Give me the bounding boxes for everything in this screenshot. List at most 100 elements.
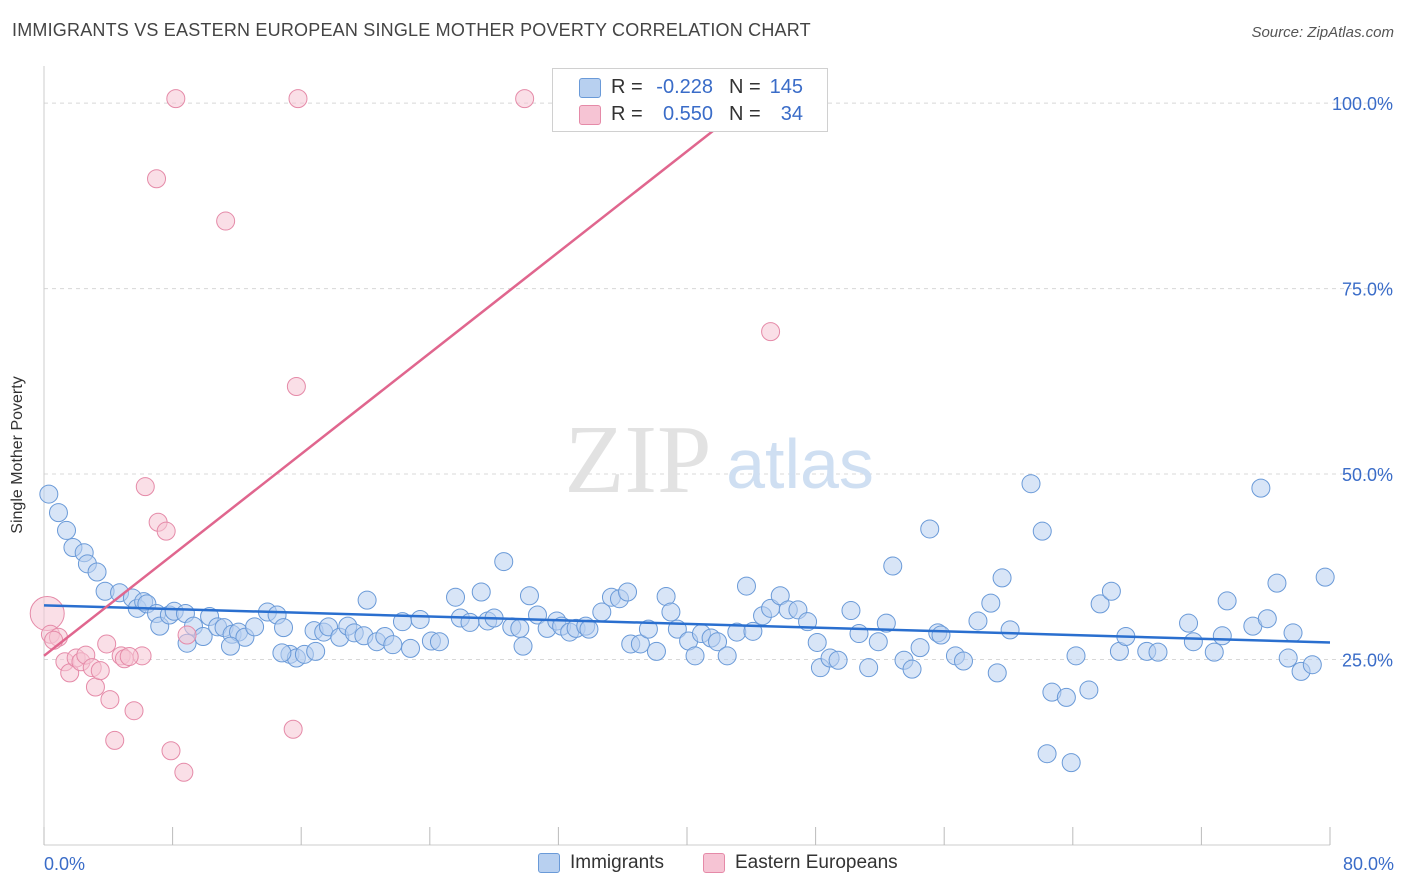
watermark: ZIP atlas (565, 406, 874, 514)
point-immigrants (1079, 680, 1099, 700)
point-eastern-europeans (286, 377, 306, 397)
point-immigrants (48, 503, 68, 523)
legend-n-value: 34 (780, 102, 803, 125)
point-immigrants (1032, 521, 1052, 541)
series-immigrants-points (39, 474, 1335, 773)
point-immigrants (717, 646, 737, 666)
point-immigrants (274, 618, 294, 638)
legend-swatch-eastern-europeans (579, 105, 601, 125)
point-immigrants (306, 641, 326, 661)
grid-lines (44, 102, 1394, 661)
point-immigrants (471, 582, 491, 602)
point-eastern-europeans (166, 89, 186, 109)
point-immigrants (968, 611, 988, 631)
point-immigrants (1278, 648, 1298, 668)
point-immigrants (1090, 594, 1110, 614)
point-immigrants (510, 618, 530, 638)
series-eastern-europeans-points (29, 89, 781, 782)
point-eastern-europeans (283, 719, 303, 739)
point-immigrants (987, 663, 1007, 683)
point-eastern-europeans (161, 741, 181, 761)
point-eastern-europeans (177, 625, 197, 645)
y-tick-label: 100.0% (1332, 94, 1393, 114)
point-immigrants (1183, 632, 1203, 652)
point-immigrants (1217, 591, 1237, 611)
legend-r-label: R = (611, 75, 643, 98)
point-immigrants (849, 624, 869, 644)
legend-n-label: N = (729, 102, 761, 125)
point-immigrants (410, 609, 430, 629)
y-axis-label: Single Mother Poverty (9, 376, 26, 534)
point-immigrants (513, 636, 533, 656)
point-immigrants (1101, 581, 1121, 601)
legend-n-label: N = (729, 75, 761, 98)
legend-r-label: R = (611, 102, 643, 125)
bottom-legend-eastern-europeans: Eastern Europeans (703, 852, 898, 874)
point-immigrants (736, 576, 756, 596)
point-immigrants (1283, 623, 1303, 643)
legend-row-immigrants: R = -0.228 N = 145 (553, 74, 827, 100)
point-immigrants (1251, 478, 1271, 498)
point-immigrants (401, 638, 421, 658)
bottom-legend-swatch-immigrants (538, 853, 560, 873)
point-immigrants (383, 635, 403, 655)
x-tick-label-max: 80.0% (1343, 854, 1394, 874)
point-immigrants (87, 562, 107, 582)
point-immigrants (1257, 609, 1277, 629)
point-immigrants (708, 632, 728, 652)
point-immigrants (661, 602, 681, 622)
trend-line-immigrants (43, 604, 1331, 644)
y-tick-label: 75.0% (1342, 280, 1393, 300)
point-eastern-europeans (100, 690, 120, 710)
point-eastern-europeans (119, 647, 139, 667)
point-immigrants (1302, 655, 1322, 675)
bottom-legend-swatch-eastern-europeans (703, 853, 725, 873)
legend-row-eastern-europeans: R = 0.550 N = 34 (553, 101, 827, 127)
point-immigrants (579, 619, 599, 639)
watermark-zip: ZIP (565, 406, 712, 514)
point-immigrants (1179, 613, 1199, 633)
point-immigrants (1204, 642, 1224, 662)
point-immigrants (1267, 573, 1287, 593)
bottom-legend-label-immigrants: Immigrants (570, 852, 664, 873)
point-immigrants (245, 617, 265, 637)
point-immigrants (460, 612, 480, 632)
point-immigrants (920, 519, 940, 539)
point-eastern-europeans (288, 89, 308, 109)
point-immigrants (1212, 626, 1232, 646)
point-immigrants (429, 632, 449, 652)
bottom-legend-label-eastern-europeans: Eastern Europeans (735, 852, 898, 873)
point-eastern-europeans (156, 521, 176, 541)
point-eastern-europeans (135, 477, 155, 497)
y-tick-label: 25.0% (1342, 651, 1393, 671)
axes (43, 66, 1331, 846)
point-immigrants (1056, 687, 1076, 707)
point-immigrants (494, 552, 514, 572)
point-eastern-europeans (97, 634, 117, 654)
point-eastern-europeans (124, 701, 144, 721)
point-immigrants (630, 634, 650, 654)
point-immigrants (1148, 642, 1168, 662)
point-immigrants (272, 643, 292, 663)
point-immigrants (357, 590, 377, 610)
chart-title: IMMIGRANTS VS EASTERN EUROPEAN SINGLE MO… (12, 20, 811, 40)
legend-r-value: -0.228 (656, 75, 713, 98)
point-immigrants (618, 582, 638, 602)
point-immigrants (992, 568, 1012, 588)
point-immigrants (646, 641, 666, 661)
point-immigrants (841, 601, 861, 621)
point-immigrants (876, 613, 896, 633)
point-eastern-europeans (105, 730, 125, 750)
bottom-legend-immigrants: Immigrants (538, 852, 664, 874)
point-immigrants (1315, 567, 1335, 587)
point-immigrants (1000, 620, 1020, 640)
point-immigrants (910, 638, 930, 658)
point-immigrants (638, 619, 658, 639)
point-immigrants (902, 659, 922, 679)
point-immigrants (1021, 474, 1041, 494)
point-immigrants (1061, 753, 1081, 773)
point-eastern-europeans (761, 322, 781, 342)
point-immigrants (446, 587, 466, 607)
point-immigrants (828, 650, 848, 670)
